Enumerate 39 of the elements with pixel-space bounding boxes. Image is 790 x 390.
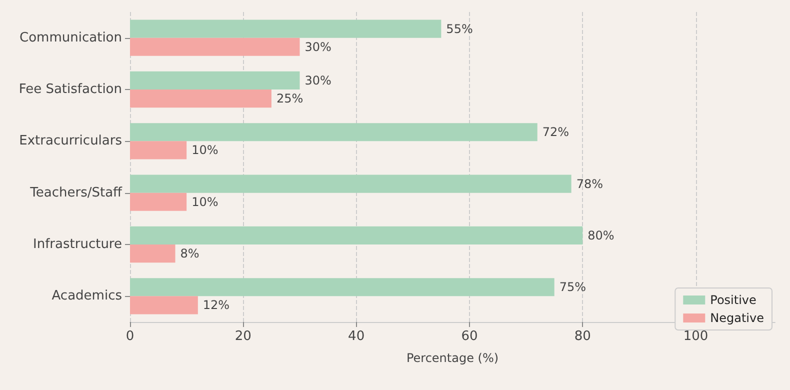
x-axis-title: Percentage (%) [406,351,499,365]
data-label: 80% [588,228,614,242]
x-tick-label: 40 [348,329,365,344]
data-label: 30% [304,73,332,88]
data-label: 75% [559,280,586,294]
data-label: 12% [202,298,230,312]
legend-label: Negative [710,311,764,325]
data-label: 10% [192,143,218,158]
bar [130,278,554,296]
x-tick-label: 100 [683,329,708,344]
bar [130,174,572,193]
legend-label: Positive [710,293,756,307]
data-label: 72% [542,125,570,140]
data-label: 30% [304,40,332,54]
bar [130,90,272,108]
data-label: 55% [446,22,473,36]
data-label: 78% [576,176,603,191]
bar [130,192,187,211]
bar [130,38,300,56]
x-tick-label: 60 [461,329,478,344]
y-tick-label: Teachers/Staff [29,185,124,200]
bar [130,123,538,142]
y-tick-label: Academics [52,288,122,304]
bar [130,20,442,38]
x-tick-label: 20 [234,329,252,344]
data-label: 25% [276,92,304,106]
y-tick-label: Extracurriculars [19,134,122,149]
x-tick-label: 0 [126,329,134,344]
data-label: 10% [192,194,218,209]
y-tick-label: Communication [20,30,122,46]
y-tick-label: Fee Satisfaction [18,82,122,97]
bar [130,296,198,314]
bar [130,226,583,244]
bar [130,141,187,160]
bar [130,71,300,90]
data-label: 8% [180,246,200,261]
y-tick-label: Infrastructure [33,237,122,252]
x-tick-label: 80 [574,329,591,344]
bar [130,244,176,263]
